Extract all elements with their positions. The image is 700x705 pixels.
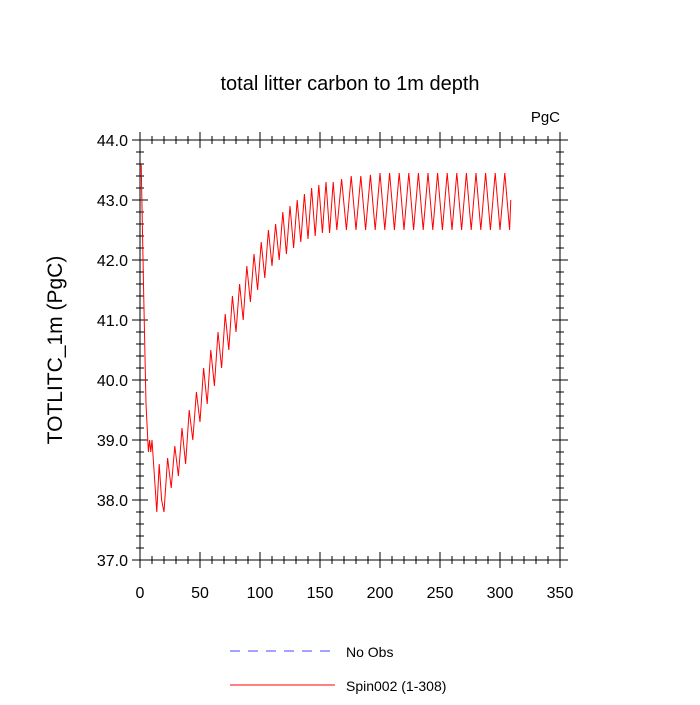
y-axis-label: TOTLITC_1m (PgC) [44, 256, 67, 445]
x-tick-label: 350 [547, 585, 574, 602]
x-tick-label: 300 [487, 585, 514, 602]
chart-title: total litter carbon to 1m depth [220, 73, 479, 95]
x-tick-label: 150 [307, 585, 334, 602]
y-tick-label: 42.0 [97, 253, 128, 270]
x-tick-label: 50 [191, 585, 209, 602]
data-line [140, 163, 512, 513]
y-tick-label: 38.0 [97, 493, 128, 510]
y-tick-label: 37.0 [97, 553, 128, 570]
x-tick-label: 0 [136, 585, 145, 602]
y-tick-label: 44.0 [97, 133, 128, 150]
legend-label: No Obs [346, 644, 393, 660]
legend-label: Spin002 (1-308) [346, 678, 446, 694]
x-tick-label: 100 [247, 585, 274, 602]
x-tick-label: 250 [427, 585, 454, 602]
y-tick-label: 41.0 [97, 313, 128, 330]
plot-frame [139, 139, 561, 561]
y-tick-label: 40.0 [97, 373, 128, 390]
y-tick-label: 39.0 [97, 433, 128, 450]
x-tick-label: 200 [367, 585, 394, 602]
y-tick-label: 43.0 [97, 193, 128, 210]
units-label: PgC [531, 109, 560, 126]
